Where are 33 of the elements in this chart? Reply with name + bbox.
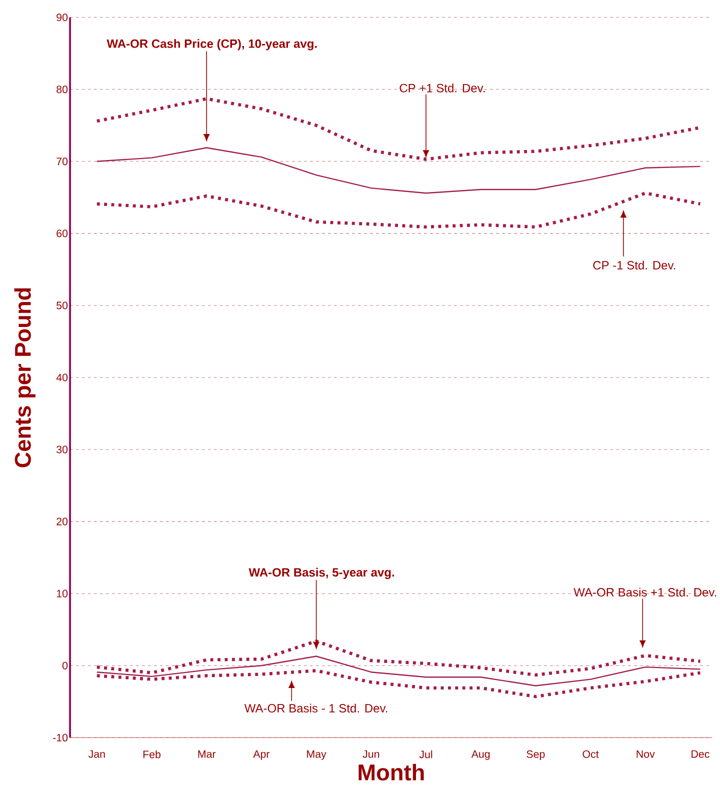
x-tick-label: Sep [526,750,545,760]
annotation: CP +1 Std. Dev. [400,84,485,92]
y-tick-label: 10 [56,590,68,598]
x-tick-label: Nov [636,750,655,758]
y-tick-label: 60 [56,230,68,238]
x-tick-label: Oct [582,750,599,758]
x-tick-label: May [306,750,326,760]
y-tick-label: 90 [56,14,68,22]
y-tick-label: 50 [56,302,68,310]
y-tick-label: 30 [56,446,68,454]
annotation: WA-OR Basis, 5-year avg. [248,568,394,580]
x-tick-label: Mar [198,750,216,758]
x-tick-label: Dec [691,750,710,758]
x-tick-label: Apr [253,750,270,760]
y-tick-label: 40 [56,374,68,382]
y-axis-title: Cents per Pound [14,288,36,468]
y-tick-label: 70 [56,158,68,166]
x-tick-label: Jan [88,750,105,758]
x-tick-label: Jul [419,750,432,758]
line-series [95,192,702,229]
y-tick-label: -10 [52,734,68,742]
line-series [96,147,701,194]
x-tick-label: Jun [362,750,379,758]
y-tick-label: 20 [56,518,68,526]
annotation: WA-OR Basis +1 Std. Dev. [574,588,716,597]
y-tick-label: 80 [56,86,68,94]
annotation: CP -1 Std. Dev. [593,260,675,270]
y-tick-label: 0 [62,662,68,670]
annotation: WA-OR Cash Price (CP), 10-year avg. [106,39,317,50]
x-axis-title: Month [358,764,424,781]
x-tick-label: Aug [471,750,490,760]
annotation: WA-OR Basis - 1 Std. Dev. [244,704,387,713]
x-tick-label: Feb [143,750,160,758]
